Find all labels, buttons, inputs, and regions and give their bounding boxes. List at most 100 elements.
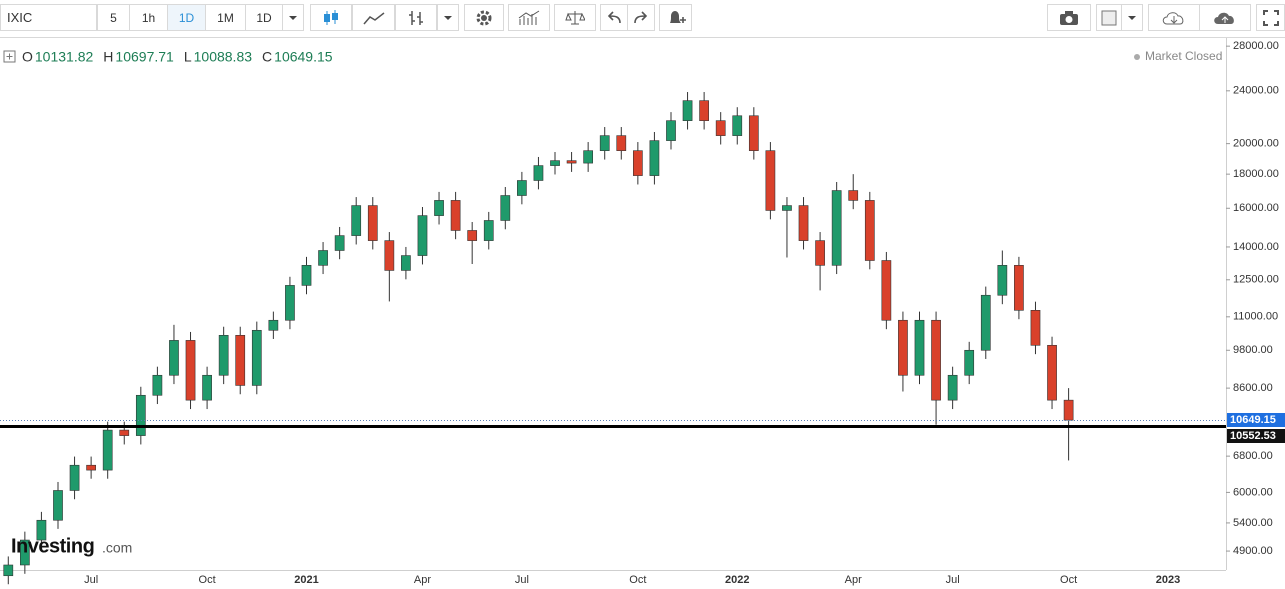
x-tick-label: Jul bbox=[515, 574, 529, 586]
load-button[interactable] bbox=[1148, 4, 1200, 31]
undo-button[interactable] bbox=[600, 4, 628, 31]
candle-body bbox=[3, 564, 14, 577]
y-tick-label: 11000.00 bbox=[1233, 311, 1278, 323]
ohlc-label: C bbox=[262, 49, 272, 65]
area-chart-button[interactable] bbox=[352, 4, 395, 31]
x-tick-label: 2022 bbox=[725, 574, 749, 586]
candle-body bbox=[202, 374, 212, 401]
candle-body bbox=[53, 490, 63, 521]
logo-domain: .com bbox=[102, 540, 132, 556]
price-tag: 10552.53 bbox=[1230, 430, 1276, 442]
candle-body bbox=[566, 160, 577, 164]
type-dropdown[interactable] bbox=[437, 4, 459, 31]
y-tick-label: 4900.00 bbox=[1233, 545, 1273, 557]
x-tick-label: Oct bbox=[199, 574, 216, 586]
candle-body bbox=[864, 200, 875, 261]
candle-type-button[interactable] bbox=[310, 4, 352, 31]
candle-body bbox=[715, 120, 726, 136]
chart: O 10131.82 H 10697.71 L 10088.83 C 10649.15 Mar… bbox=[0, 38, 1285, 589]
candle-body bbox=[1063, 399, 1074, 421]
range-button[interactable]: 1D bbox=[245, 4, 283, 31]
settings-button[interactable] bbox=[464, 4, 504, 31]
candle-body bbox=[732, 115, 743, 136]
candle-body bbox=[666, 120, 676, 141]
candle-body bbox=[301, 265, 312, 286]
candle-body bbox=[632, 150, 643, 176]
x-tick-label: Oct bbox=[1060, 574, 1077, 586]
y-tick-label: 14000.00 bbox=[1233, 241, 1279, 253]
candle-body bbox=[450, 200, 461, 231]
candle-body bbox=[467, 230, 478, 241]
candle-body bbox=[483, 220, 494, 241]
x-tick-label: Apr bbox=[414, 574, 431, 586]
ohlc-label: H bbox=[103, 49, 113, 65]
symbol-input[interactable]: IXIC bbox=[0, 4, 97, 31]
candle-body bbox=[36, 519, 47, 541]
candle-body bbox=[367, 205, 378, 241]
candle-body bbox=[434, 200, 444, 216]
y-tick-label: 9800.00 bbox=[1233, 344, 1273, 356]
candle-body bbox=[765, 150, 776, 211]
y-tick-label: 24000.00 bbox=[1233, 85, 1279, 97]
candle-body bbox=[185, 340, 196, 401]
candle-body bbox=[135, 394, 146, 436]
color-button[interactable] bbox=[1096, 4, 1122, 31]
candle-body bbox=[782, 205, 792, 211]
range-dropdown[interactable] bbox=[282, 4, 304, 31]
ohlc-value: 10697.71 bbox=[115, 49, 174, 65]
price-tag-bg bbox=[1227, 429, 1285, 443]
candle-body bbox=[898, 319, 908, 376]
candle-body bbox=[964, 349, 975, 376]
candle-body bbox=[533, 165, 544, 181]
logo-brand: Investing bbox=[11, 535, 94, 557]
candle-body bbox=[848, 190, 859, 201]
y-tick-label: 16000.00 bbox=[1233, 202, 1279, 214]
ohlc-label: L bbox=[184, 49, 192, 65]
alert-button[interactable] bbox=[659, 4, 692, 31]
candle-body bbox=[1014, 265, 1024, 311]
redo-button[interactable] bbox=[627, 4, 655, 31]
compare-button[interactable] bbox=[554, 4, 596, 31]
screenshot-button[interactable] bbox=[1047, 4, 1091, 31]
candle-body bbox=[152, 374, 163, 396]
x-tick-label: Apr bbox=[845, 574, 862, 586]
candle-body bbox=[251, 329, 262, 386]
price-tag: 10649.15 bbox=[1230, 414, 1276, 426]
ohlc-value: 10131.82 bbox=[35, 49, 94, 65]
candle-body bbox=[798, 205, 809, 241]
candle-body bbox=[268, 319, 279, 331]
candle-body bbox=[235, 334, 246, 386]
bar-type-button[interactable] bbox=[395, 4, 437, 31]
interval-button[interactable]: 1M bbox=[205, 4, 246, 31]
ohlc-value: 10088.83 bbox=[194, 49, 253, 65]
candle-body bbox=[318, 250, 328, 266]
y-tick-label: 12500.00 bbox=[1233, 274, 1279, 286]
logo: Investing .com bbox=[11, 535, 132, 557]
candle-body bbox=[401, 255, 411, 271]
candle-body bbox=[69, 464, 80, 491]
candle-body bbox=[947, 374, 958, 401]
candle-body bbox=[500, 195, 511, 221]
save-button[interactable] bbox=[1199, 4, 1251, 31]
candle-body bbox=[699, 100, 709, 121]
fullscreen-button[interactable] bbox=[1256, 4, 1285, 31]
candle-body bbox=[616, 135, 627, 151]
legend-header: O 10131.82 H 10697.71 L 10088.83 C 10649.15 Mar… bbox=[3, 49, 1222, 65]
color-dropdown[interactable] bbox=[1121, 4, 1143, 31]
interval-button[interactable]: 1D bbox=[167, 4, 206, 31]
candle-body bbox=[1047, 344, 1057, 401]
candle-body bbox=[550, 160, 560, 166]
candle-body bbox=[218, 334, 229, 376]
ohlc-label: O bbox=[22, 49, 33, 65]
candle-body bbox=[997, 265, 1008, 296]
x-tick-label: Oct bbox=[629, 574, 646, 586]
toolbar: IXIC 5 1h 1D 1M 1D bbox=[0, 0, 1285, 38]
candle-body bbox=[351, 205, 362, 236]
indicators-button[interactable] bbox=[508, 4, 550, 31]
price-tag-bg bbox=[1227, 413, 1285, 427]
x-tick-label: Jul bbox=[84, 574, 98, 586]
interval-button[interactable]: 1h bbox=[129, 4, 168, 31]
interval-button[interactable]: 5 bbox=[97, 4, 130, 31]
candle-body bbox=[384, 240, 395, 271]
candle-body bbox=[334, 235, 345, 251]
